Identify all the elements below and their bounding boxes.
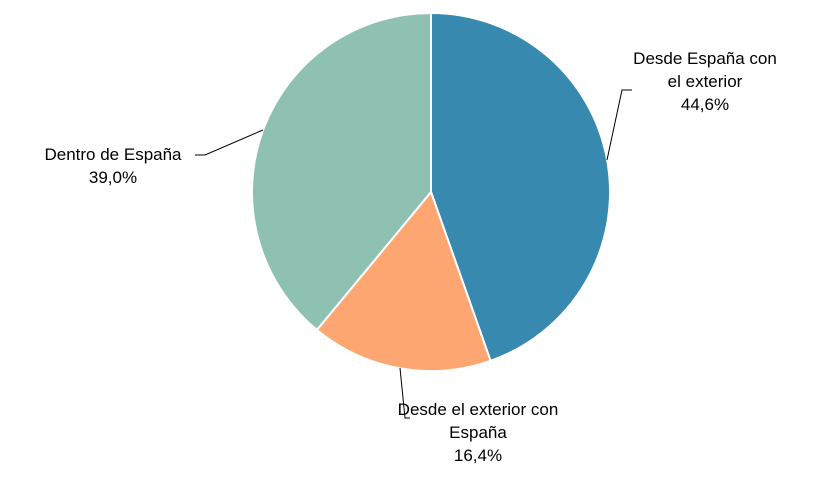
leader-line xyxy=(606,89,632,161)
leader-line xyxy=(195,129,264,156)
value-label: 16,4% xyxy=(453,446,503,465)
category-label: Desde el exterior con España xyxy=(397,400,559,442)
category-label: Desde España con el exterior xyxy=(633,49,777,91)
slice-label: Desde España con el exterior 44,6% xyxy=(630,47,780,116)
leader-line xyxy=(399,367,410,419)
slice-label: Desde el exterior con España 16,4% xyxy=(395,398,561,467)
value-label: 44,6% xyxy=(680,95,730,114)
category-label: Dentro de España xyxy=(44,145,182,164)
value-label: 39,0% xyxy=(88,168,138,187)
slice-label: Dentro de España 39,0% xyxy=(25,143,201,189)
pie-slice xyxy=(251,11,432,332)
pie-slice xyxy=(430,11,611,363)
